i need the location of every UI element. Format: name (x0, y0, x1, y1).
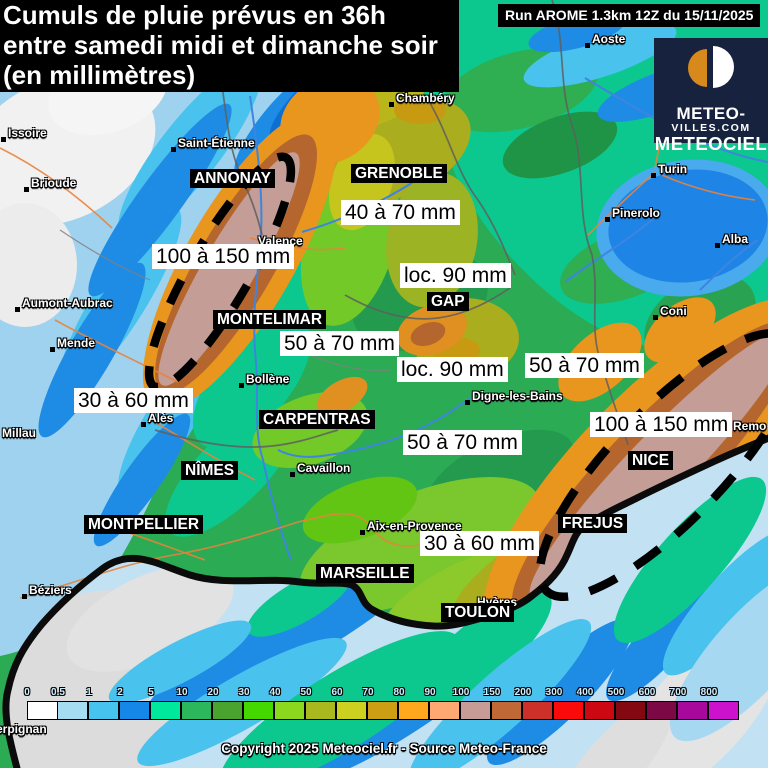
scale-step-value: 1 (86, 687, 92, 698)
scale-step-value: 700 (669, 687, 687, 698)
scale-step-swatch (212, 701, 243, 720)
scale-step-swatch (367, 701, 398, 720)
scale-step-swatch (88, 701, 119, 720)
scale-step-value: 80 (393, 687, 405, 698)
scale-step-value: 200 (514, 687, 532, 698)
logo-text-meteo: METEO- (676, 104, 746, 123)
scale-step: 300 (546, 687, 585, 720)
title-line-3: (en millimètres) (3, 60, 196, 90)
scale-step: 700 (670, 687, 709, 720)
scale-step-value: 2 (117, 687, 123, 698)
scale-step-swatch (181, 701, 212, 720)
scale-step-value: 90 (424, 687, 436, 698)
scale-step: 150 (484, 687, 523, 720)
scale-step: 40 (269, 687, 306, 720)
scale-step-value: 30 (238, 687, 250, 698)
scale-step-swatch (243, 701, 274, 720)
coastline (2, 434, 768, 768)
scale-step: 500 (608, 687, 647, 720)
scale-step: 10 (176, 687, 213, 720)
scale-step-value: 600 (638, 687, 656, 698)
scale-step-swatch (522, 701, 553, 720)
scale-step: 600 (639, 687, 678, 720)
scale-step-swatch (677, 701, 708, 720)
scale-step: 100 (453, 687, 492, 720)
scale-step: 200 (515, 687, 554, 720)
scale-step-value: 70 (362, 687, 374, 698)
scale-step: 70 (362, 687, 399, 720)
scale-step-value: 0.5 (51, 687, 65, 698)
scale-step-value: 60 (331, 687, 343, 698)
scale-step: 2 (117, 687, 151, 720)
precipitation-scale: 0 0.5 1 2 5 10 20 30 40 50 60 70 80 90 (24, 687, 740, 720)
scale-step-value: 20 (207, 687, 219, 698)
scale-step: 90 (424, 687, 461, 720)
scale-step-swatch (708, 701, 739, 720)
scale-step: 30 (238, 687, 275, 720)
scale-step-value: 400 (576, 687, 594, 698)
scale-step: 80 (393, 687, 430, 720)
scale-step-swatch (615, 701, 646, 720)
meteociel-logo: METEO- VILLES.COM METEOCIEL (654, 38, 768, 154)
scale-step: 50 (300, 687, 337, 720)
title-line-2: entre samedi midi et dimanche soir (3, 30, 438, 60)
copyright: Copyright 2025 Meteociel.fr - Source Met… (221, 741, 547, 756)
scale-step-swatch (27, 701, 58, 720)
scale-step: 20 (207, 687, 244, 720)
scale-step: 400 (577, 687, 616, 720)
roads (0, 89, 756, 599)
scale-step-swatch (119, 701, 150, 720)
scale-step-swatch (491, 701, 522, 720)
scale-step-swatch (398, 701, 429, 720)
scale-step-value: 40 (269, 687, 281, 698)
scale-step-swatch (460, 701, 491, 720)
scale-step-value: 0 (24, 687, 30, 698)
scale-step-value: 500 (607, 687, 625, 698)
scale-step-swatch (336, 701, 367, 720)
scale-step-value: 800 (700, 687, 718, 698)
scale-step-value: 50 (300, 687, 312, 698)
scale-step-swatch (429, 701, 460, 720)
scale-step: 1 (86, 687, 120, 720)
scale-step-value: 150 (483, 687, 501, 698)
logo-text-meteociel: METEOCIEL (654, 133, 768, 154)
scale-step-swatch (274, 701, 305, 720)
scale-step-swatch (305, 701, 336, 720)
scale-step: 0.5 (51, 687, 89, 720)
title-line-1: Cumuls de pluie prévus en 36h (3, 0, 386, 30)
scale-step: 800 (701, 687, 740, 720)
scale-step-value: 100 (452, 687, 470, 698)
sea-region (5, 435, 768, 768)
scale-step-value: 300 (545, 687, 563, 698)
scale-step-swatch (553, 701, 584, 720)
scale-step: 60 (331, 687, 368, 720)
scale-step-value: 10 (176, 687, 188, 698)
logo-text-villes: VILLES.COM (671, 122, 751, 134)
map-title: Cumuls de pluie prévus en 36h entre same… (0, 0, 459, 92)
logo-circle-icon (688, 46, 734, 88)
scale-step-value: 5 (148, 687, 154, 698)
model-run-info: Run AROME 1.3km 12Z du 15/11/2025 (498, 4, 761, 27)
scale-step-swatch (584, 701, 615, 720)
scale-step-swatch (57, 701, 88, 720)
scale-step-swatch (150, 701, 181, 720)
scale-step-swatch (646, 701, 677, 720)
scale-step: 5 (148, 687, 182, 720)
